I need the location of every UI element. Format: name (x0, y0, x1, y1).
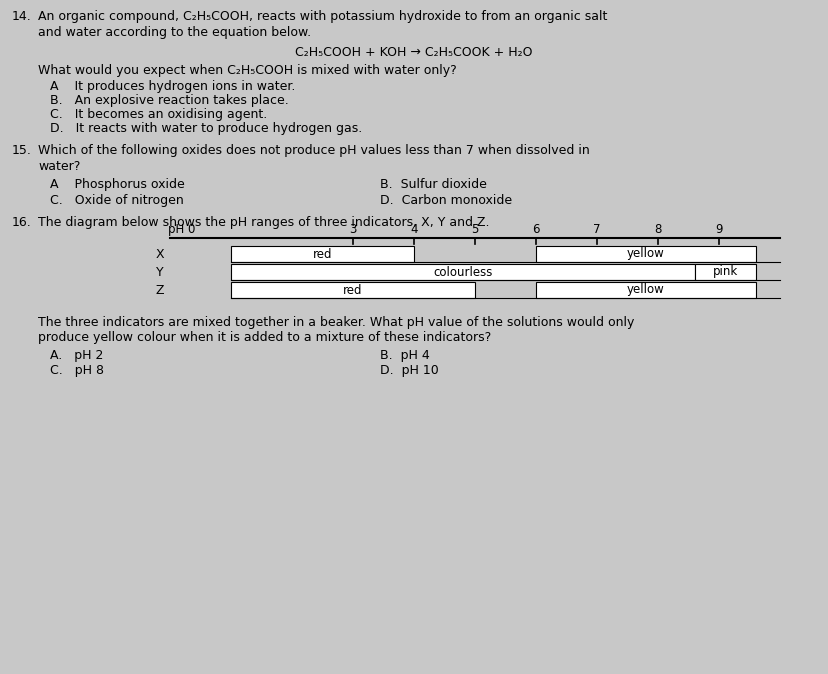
Text: and water according to the equation below.: and water according to the equation belo… (38, 26, 311, 39)
Text: C.   It becomes an oxidising agent.: C. It becomes an oxidising agent. (50, 108, 267, 121)
Text: 15.: 15. (12, 144, 31, 157)
Text: Which of the following oxides does not produce pH values less than 7 when dissol: Which of the following oxides does not p… (38, 144, 589, 157)
Text: 3: 3 (349, 223, 356, 236)
Text: D.  Carbon monoxide: D. Carbon monoxide (379, 194, 512, 207)
Text: B.  Sulfur dioxide: B. Sulfur dioxide (379, 178, 486, 191)
Text: 7: 7 (593, 223, 600, 236)
Bar (694, 264, 754, 280)
Text: C.   pH 8: C. pH 8 (50, 364, 104, 377)
Text: What would you expect when C₂H₅COOH is mixed with water only?: What would you expect when C₂H₅COOH is m… (38, 64, 456, 77)
Bar (231, 282, 474, 298)
Text: 9: 9 (715, 223, 722, 236)
Text: produce yellow colour when it is added to a mixture of these indicators?: produce yellow colour when it is added t… (38, 331, 491, 344)
Text: colourless: colourless (432, 266, 492, 278)
Text: An organic compound, C₂H₅COOH, reacts with potassium hydroxide to from an organi: An organic compound, C₂H₅COOH, reacts wi… (38, 10, 607, 23)
Text: D.  pH 10: D. pH 10 (379, 364, 438, 377)
Text: The diagram below shows the pH ranges of three indicators, X, Y and Z.: The diagram below shows the pH ranges of… (38, 216, 489, 229)
Bar (231, 246, 413, 262)
Bar (536, 246, 754, 262)
Text: red: red (343, 284, 363, 297)
Text: A    It produces hydrogen ions in water.: A It produces hydrogen ions in water. (50, 80, 295, 93)
Text: yellow: yellow (626, 284, 664, 297)
Text: 4: 4 (410, 223, 417, 236)
Text: yellow: yellow (626, 247, 664, 260)
Bar (536, 282, 754, 298)
Text: A.   pH 2: A. pH 2 (50, 349, 104, 362)
Text: D.   It reacts with water to produce hydrogen gas.: D. It reacts with water to produce hydro… (50, 122, 362, 135)
Text: Y: Y (156, 266, 164, 278)
Text: pink: pink (711, 266, 737, 278)
Text: 16.: 16. (12, 216, 31, 229)
Text: red: red (312, 247, 332, 260)
Text: 5: 5 (471, 223, 478, 236)
Text: C.   Oxide of nitrogen: C. Oxide of nitrogen (50, 194, 184, 207)
Text: 14.: 14. (12, 10, 31, 23)
Text: water?: water? (38, 160, 80, 173)
Text: 8: 8 (653, 223, 661, 236)
Text: 6: 6 (532, 223, 539, 236)
Text: B.  pH 4: B. pH 4 (379, 349, 429, 362)
Text: X: X (155, 247, 164, 260)
Text: C₂H₅COOH + KOH → C₂H₅COOK + H₂O: C₂H₅COOH + KOH → C₂H₅COOK + H₂O (295, 46, 532, 59)
Text: The three indicators are mixed together in a beaker. What pH value of the soluti: The three indicators are mixed together … (38, 316, 633, 329)
Text: pH 0: pH 0 (168, 223, 195, 236)
Text: A    Phosphorus oxide: A Phosphorus oxide (50, 178, 185, 191)
Text: B.   An explosive reaction takes place.: B. An explosive reaction takes place. (50, 94, 288, 107)
Text: Z: Z (156, 284, 164, 297)
Bar (231, 264, 694, 280)
